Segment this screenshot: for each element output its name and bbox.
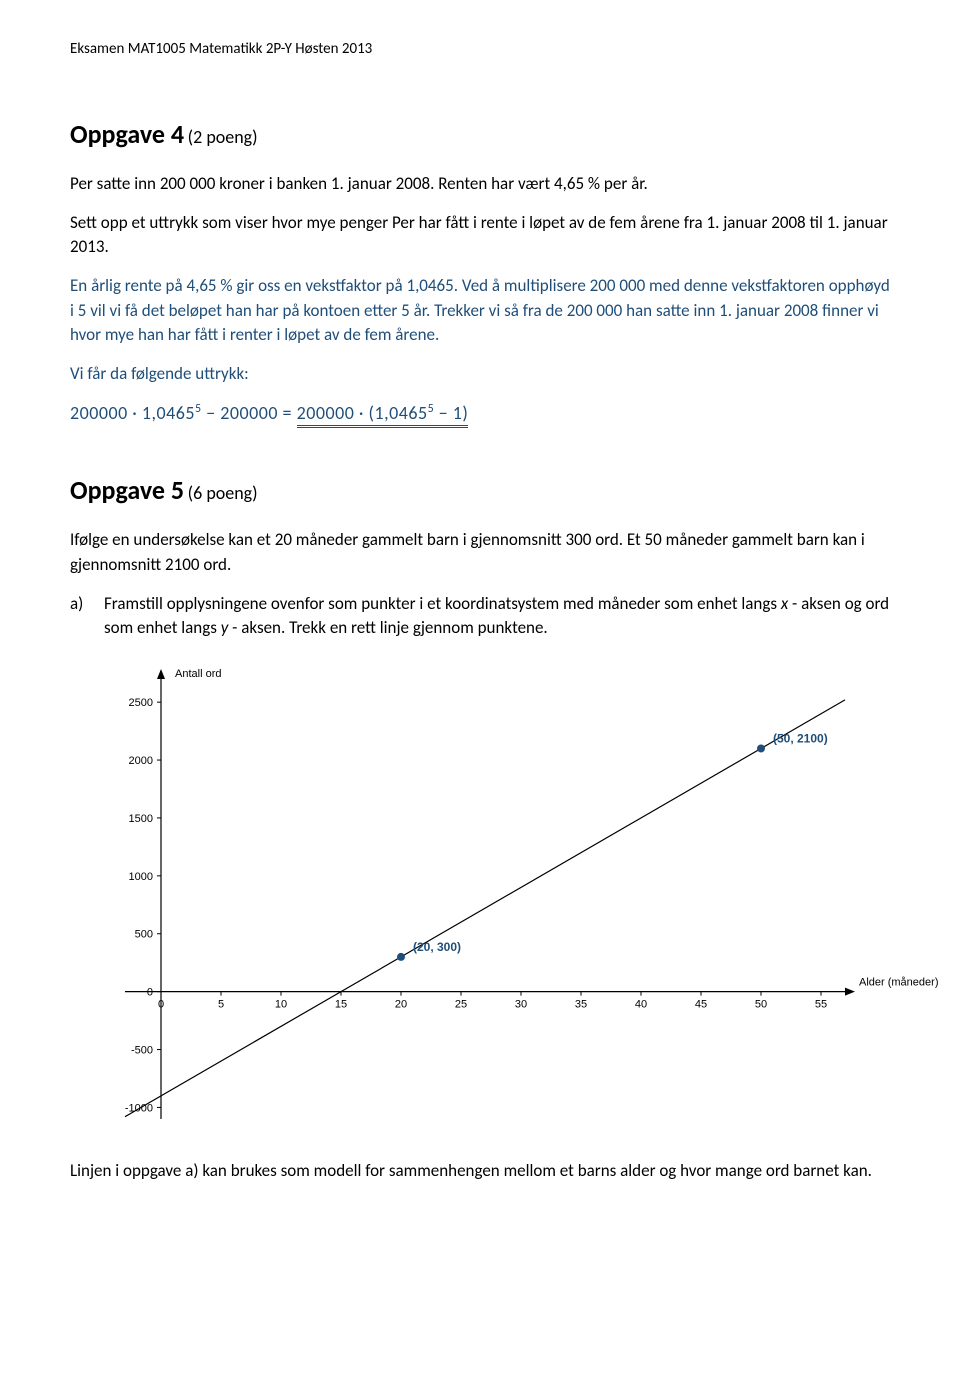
page: Eksamen MAT1005 Matematikk 2P-Y Høsten 2… [0, 0, 960, 1238]
oppgave4-intro: Per satte inn 200 000 kroner i banken 1.… [70, 172, 890, 197]
formula-rhs: 200000 · (1,04655 − 1) [297, 402, 469, 428]
svg-text:15: 15 [335, 999, 347, 1011]
svg-text:0: 0 [147, 987, 153, 999]
svg-text:35: 35 [575, 999, 587, 1011]
oppgave4-title: Oppgave 4 [70, 118, 184, 150]
oppgave4-points: (2 poeng) [188, 126, 258, 148]
svg-text:30: 30 [515, 999, 527, 1011]
svg-text:Alder (måneder): Alder (måneder) [859, 977, 938, 989]
svg-text:5: 5 [218, 999, 224, 1011]
svg-text:2000: 2000 [129, 755, 153, 767]
svg-text:(20, 300): (20, 300) [413, 940, 461, 954]
svg-text:-500: -500 [131, 1045, 153, 1057]
a-text-3: - aksen. Trekk en rett linje gjennom pun… [228, 617, 547, 638]
svg-text:40: 40 [635, 999, 647, 1011]
oppgave5-intro: Ifølge en undersøkelse kan et 20 måneder… [70, 528, 890, 577]
formula-rhs-b: − 1) [434, 402, 468, 424]
coordinate-chart: -1000-5000500100015002000250005101520253… [70, 659, 950, 1139]
svg-text:(50, 2100): (50, 2100) [773, 732, 828, 746]
svg-text:25: 25 [455, 999, 467, 1011]
oppgave4-question: Sett opp et uttrykk som viser hvor mye p… [70, 211, 890, 260]
svg-text:55: 55 [815, 999, 827, 1011]
formula-rhs-a: 200000 · (1,0465 [297, 402, 428, 424]
svg-text:45: 45 [695, 999, 707, 1011]
svg-text:10: 10 [275, 999, 287, 1011]
oppgave5-a-marker: a) [70, 592, 92, 641]
formula-lhs-a: 200000 · 1,0465 [70, 402, 195, 424]
oppgave5-heading: Oppgave 5 (6 poeng) [70, 474, 890, 506]
oppgave4-heading: Oppgave 4 (2 poeng) [70, 118, 890, 150]
svg-text:500: 500 [135, 929, 153, 941]
svg-text:1500: 1500 [129, 813, 153, 825]
oppgave5-title: Oppgave 5 [70, 474, 184, 506]
svg-text:2500: 2500 [129, 697, 153, 709]
svg-text:1000: 1000 [129, 871, 153, 883]
oppgave4-explanation: En årlig rente på 4,65 % gir oss en veks… [70, 274, 890, 348]
oppgave5-item-a: a) Framstill opplysningene ovenfor som p… [70, 592, 890, 641]
page-header: Eksamen MAT1005 Matematikk 2P-Y Høsten 2… [70, 40, 890, 58]
formula-sup-1: 5 [195, 402, 202, 416]
chart-container: -1000-5000500100015002000250005101520253… [70, 659, 890, 1139]
formula-lhs-b: − 200000 = [202, 402, 297, 424]
oppgave5-footer: Linjen i oppgave a) kan brukes som model… [70, 1159, 890, 1184]
svg-text:Antall ord: Antall ord [175, 668, 221, 680]
oppgave5-points: (6 poeng) [188, 482, 258, 504]
svg-text:20: 20 [395, 999, 407, 1011]
oppgave4-formula: 200000 · 1,04655 − 200000 = 200000 · (1,… [70, 402, 890, 424]
a-text-1: Framstill opplysningene ovenfor som punk… [104, 593, 781, 614]
oppgave4-lead: Vi får da følgende uttrykk: [70, 362, 890, 387]
oppgave5-a-text: Framstill opplysningene ovenfor som punk… [104, 592, 890, 641]
svg-text:50: 50 [755, 999, 767, 1011]
